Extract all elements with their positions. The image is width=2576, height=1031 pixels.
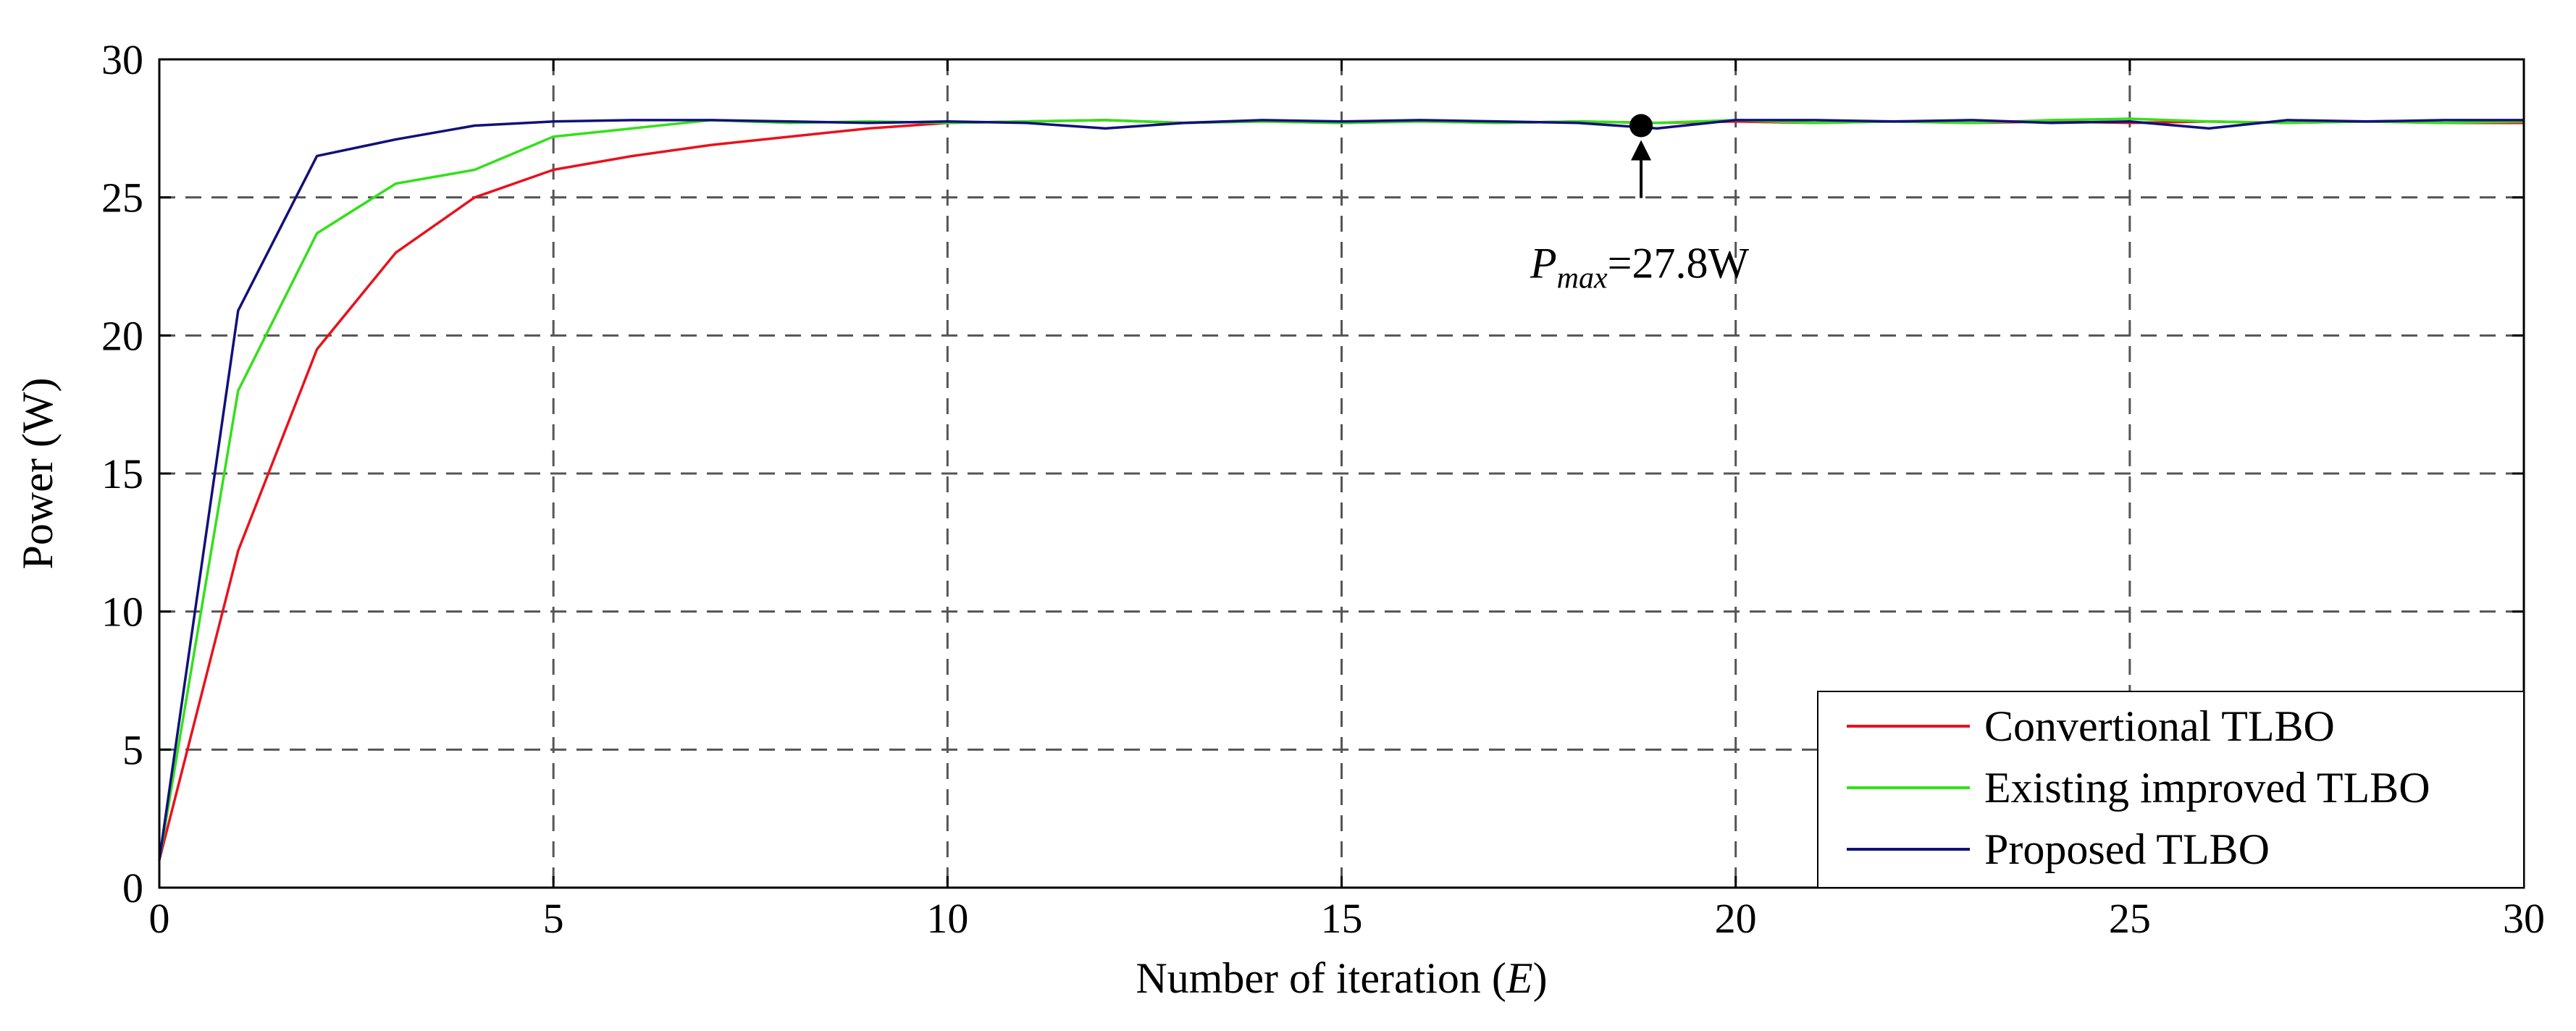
x-axis-title-variable: E: [1506, 954, 1533, 1002]
annotation-symbol: P: [1530, 240, 1557, 287]
annotation-arrow-head: [1631, 140, 1652, 161]
annotation-label: Pmax=27.8W: [1530, 240, 1749, 295]
y-tick-label-25: 25: [101, 174, 143, 222]
annotation-value: =27.8W: [1608, 240, 1750, 287]
annotation-marker: [1629, 114, 1653, 138]
x-axis-title-close: ): [1533, 954, 1548, 1002]
x-tick-label-20: 20: [1715, 895, 1757, 942]
series-line-1: [158, 117, 2525, 861]
x-tick-label-5: 5: [543, 895, 564, 942]
y-tick-label-30: 30: [101, 36, 143, 83]
y-tick-label-5: 5: [122, 726, 143, 773]
x-tick-label-10: 10: [926, 895, 968, 942]
pmax-annotation: Pmax=27.8W: [1530, 114, 1749, 295]
legend-label-1: Existing improved TLBO: [1984, 764, 2430, 812]
legend-label-0: Convertional TLBO: [1984, 702, 2335, 750]
series-lines: [158, 117, 2525, 861]
legend: Convertional TLBO Existing improved TLBO P…: [1817, 691, 2525, 888]
x-tick-label-15: 15: [1321, 895, 1363, 942]
legend-box: [1817, 691, 2525, 888]
y-tick-label-0: 0: [122, 864, 143, 912]
x-axis-title-text: Number of iteration (: [1136, 954, 1506, 1002]
y-tick-label-15: 15: [101, 450, 143, 497]
y-tick-label-10: 10: [101, 589, 143, 636]
x-axis-title: Number of iteration (E): [1136, 954, 1547, 1002]
x-tick-label-25: 25: [2109, 895, 2151, 942]
x-tick-label-0: 0: [149, 895, 170, 942]
annotation-subscript: max: [1557, 262, 1608, 295]
y-tick-label-20: 20: [101, 312, 143, 359]
axis-ticks: 0 5 10 15 20 25 30 0 5 10 15 20 25 30: [101, 36, 2545, 942]
series-line-2: [158, 119, 2524, 861]
y-axis-title: Power (W): [14, 378, 62, 570]
legend-label-2: Proposed TLBO: [1984, 825, 2270, 873]
x-tick-label-30: 30: [2503, 895, 2545, 942]
